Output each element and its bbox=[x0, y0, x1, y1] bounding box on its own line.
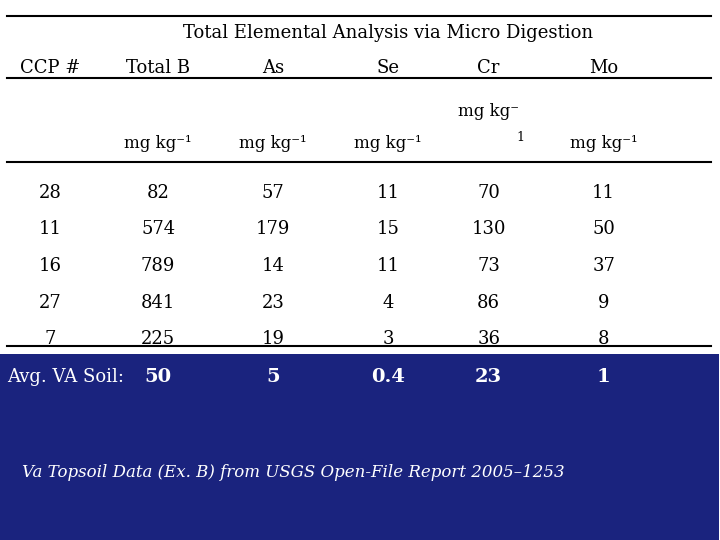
Text: 1: 1 bbox=[516, 131, 524, 144]
Text: 5: 5 bbox=[266, 368, 280, 386]
Text: 4: 4 bbox=[382, 294, 394, 312]
Text: 574: 574 bbox=[141, 220, 175, 238]
Text: 16: 16 bbox=[39, 257, 62, 275]
Text: 11: 11 bbox=[592, 184, 615, 201]
Text: 9: 9 bbox=[598, 294, 609, 312]
Text: 19: 19 bbox=[261, 330, 284, 348]
Text: 0.4: 0.4 bbox=[371, 368, 405, 386]
Text: 70: 70 bbox=[477, 184, 500, 201]
Bar bbox=[0, 421, 719, 540]
Text: 179: 179 bbox=[256, 220, 290, 238]
Text: 27: 27 bbox=[39, 294, 62, 312]
Text: 15: 15 bbox=[377, 220, 400, 238]
Text: Mo: Mo bbox=[589, 59, 618, 77]
Text: 7: 7 bbox=[45, 330, 56, 348]
Text: 841: 841 bbox=[141, 294, 175, 312]
Text: 86: 86 bbox=[477, 294, 500, 312]
Text: mg kg⁻¹: mg kg⁻¹ bbox=[570, 135, 637, 152]
Text: Avg. VA Soil:: Avg. VA Soil: bbox=[7, 368, 124, 386]
Text: 14: 14 bbox=[261, 257, 284, 275]
Text: As: As bbox=[262, 59, 284, 77]
Text: mg kg⁻¹: mg kg⁻¹ bbox=[239, 135, 307, 152]
Text: mg kg⁻¹: mg kg⁻¹ bbox=[125, 135, 192, 152]
Text: 3: 3 bbox=[382, 330, 394, 348]
Text: Cr: Cr bbox=[477, 59, 500, 77]
Text: 11: 11 bbox=[39, 220, 62, 238]
Text: 50: 50 bbox=[145, 368, 171, 386]
Text: Se: Se bbox=[377, 59, 400, 77]
Text: 225: 225 bbox=[141, 330, 175, 348]
Text: Total Elemental Analysis via Micro Digestion: Total Elemental Analysis via Micro Diges… bbox=[183, 24, 593, 42]
Text: 11: 11 bbox=[377, 184, 400, 201]
Text: 8: 8 bbox=[598, 330, 609, 348]
Text: 37: 37 bbox=[593, 257, 615, 275]
Text: 50: 50 bbox=[593, 220, 615, 238]
Text: 23: 23 bbox=[261, 294, 284, 312]
Text: 130: 130 bbox=[472, 220, 506, 238]
Text: 1: 1 bbox=[597, 368, 611, 386]
Text: mg kg⁻: mg kg⁻ bbox=[458, 103, 519, 119]
Text: mg kg⁻¹: mg kg⁻¹ bbox=[354, 135, 422, 152]
Bar bbox=[0, 354, 719, 421]
Text: 789: 789 bbox=[141, 257, 175, 275]
Text: 28: 28 bbox=[39, 184, 62, 201]
Text: Total B: Total B bbox=[126, 59, 190, 77]
Text: Va Topsoil Data (Ex. B) from USGS Open-File Report 2005–1253: Va Topsoil Data (Ex. B) from USGS Open-F… bbox=[22, 464, 564, 481]
Text: 57: 57 bbox=[261, 184, 284, 201]
Text: 73: 73 bbox=[477, 257, 500, 275]
Text: 82: 82 bbox=[147, 184, 169, 201]
Text: 23: 23 bbox=[475, 368, 503, 386]
Text: 36: 36 bbox=[477, 330, 500, 348]
Text: 11: 11 bbox=[377, 257, 400, 275]
Text: CCP #: CCP # bbox=[20, 59, 81, 77]
